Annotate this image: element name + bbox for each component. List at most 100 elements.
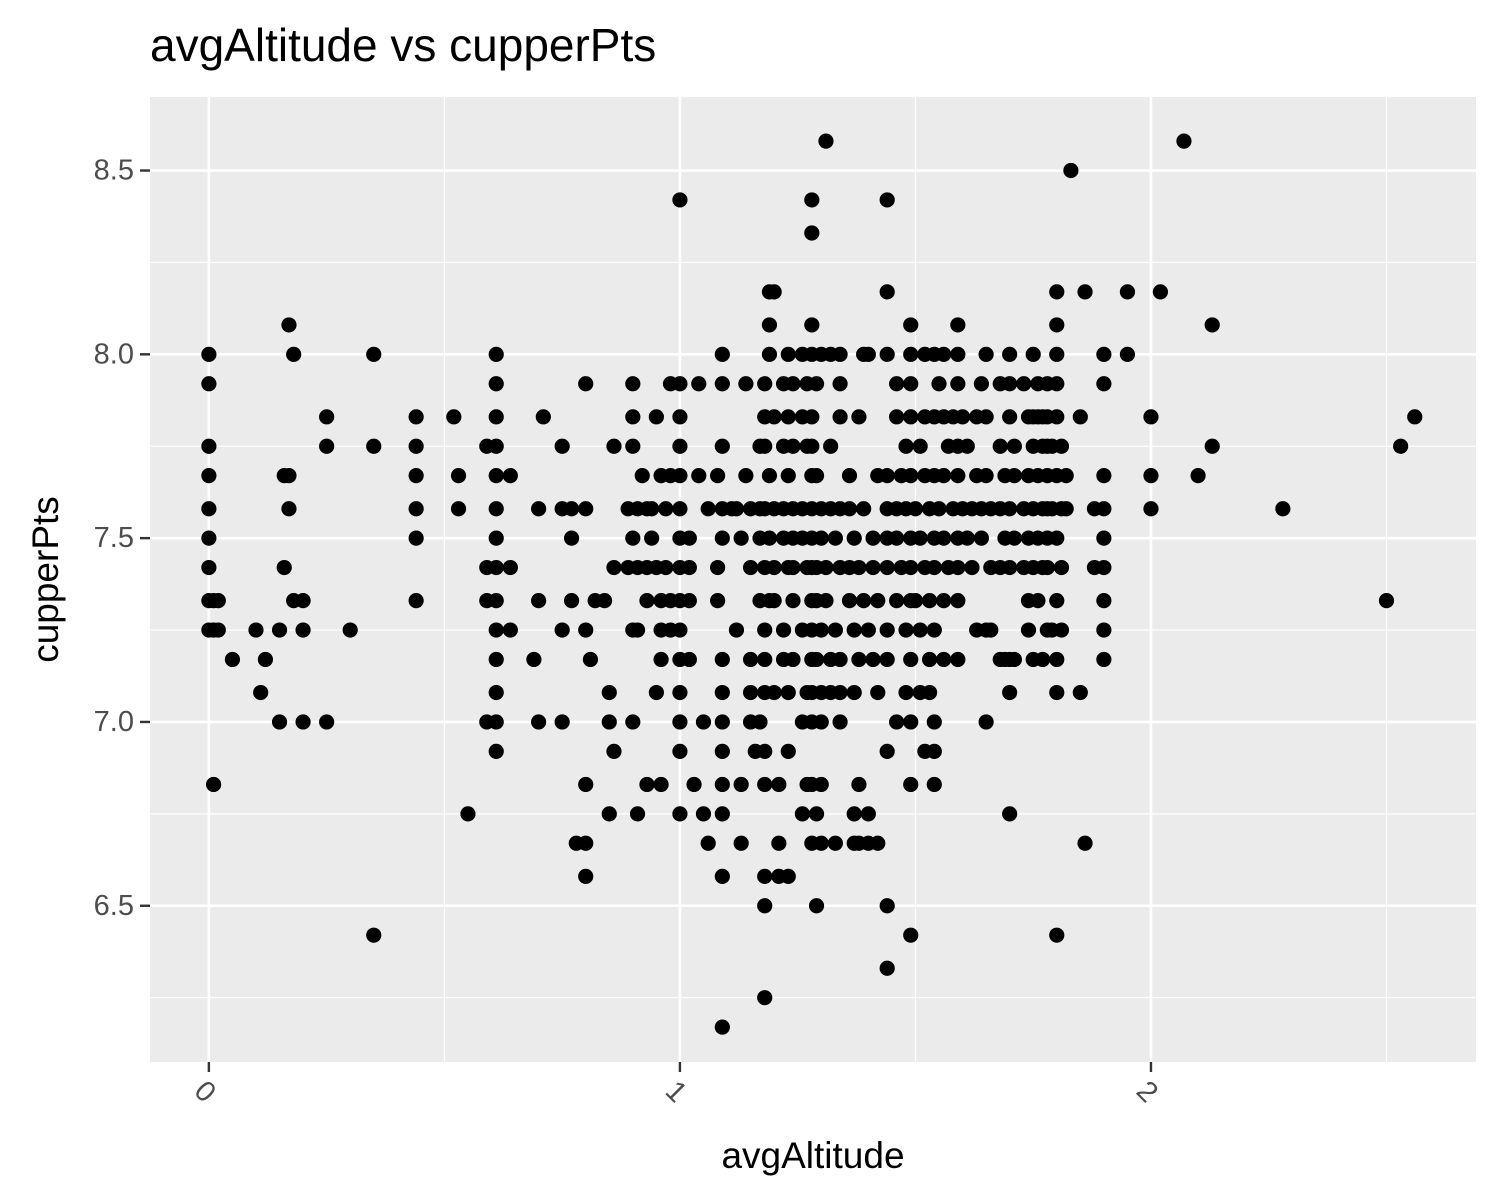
data-point bbox=[870, 593, 886, 609]
data-point bbox=[827, 835, 843, 851]
data-point bbox=[502, 559, 518, 576]
data-point bbox=[672, 409, 688, 425]
data-point bbox=[535, 409, 551, 425]
data-point bbox=[841, 593, 858, 609]
data-point bbox=[950, 559, 966, 576]
data-points bbox=[201, 133, 1423, 1035]
data-point bbox=[1006, 530, 1022, 546]
data-point bbox=[879, 284, 895, 300]
data-point bbox=[808, 651, 825, 668]
data-point bbox=[1020, 622, 1037, 638]
data-point bbox=[710, 593, 726, 609]
data-point bbox=[865, 530, 881, 546]
data-point bbox=[672, 714, 688, 730]
data-point bbox=[672, 468, 688, 484]
data-point bbox=[903, 714, 919, 730]
data-point bbox=[210, 593, 226, 609]
data-point bbox=[903, 651, 919, 668]
data-point bbox=[879, 468, 895, 484]
data-point bbox=[1096, 559, 1112, 576]
data-point bbox=[1025, 346, 1041, 362]
data-point bbox=[860, 622, 876, 638]
data-point bbox=[903, 468, 919, 484]
data-point bbox=[757, 868, 773, 884]
data-point bbox=[771, 776, 787, 793]
data-point bbox=[832, 346, 848, 362]
data-point bbox=[606, 438, 622, 454]
data-point bbox=[714, 868, 730, 884]
data-point bbox=[870, 684, 886, 701]
y-axis-label: cupperPts bbox=[25, 496, 66, 663]
data-point bbox=[738, 468, 754, 484]
data-point bbox=[625, 438, 641, 454]
data-point bbox=[780, 684, 796, 701]
data-point bbox=[804, 438, 820, 454]
data-point bbox=[761, 346, 778, 362]
data-point bbox=[625, 530, 641, 546]
data-point bbox=[634, 468, 650, 484]
data-point bbox=[1006, 468, 1022, 484]
y-tick-label: 8.5 bbox=[94, 155, 134, 187]
data-point bbox=[978, 346, 994, 362]
data-point bbox=[714, 743, 730, 759]
data-point bbox=[766, 684, 782, 701]
data-point bbox=[912, 530, 928, 546]
data-point bbox=[295, 622, 311, 638]
data-point bbox=[281, 317, 297, 333]
data-point bbox=[1072, 684, 1088, 701]
data-point bbox=[408, 501, 424, 517]
data-point bbox=[1039, 559, 1055, 576]
data-point bbox=[342, 622, 358, 638]
y-tick-label: 6.5 bbox=[94, 890, 134, 922]
data-point bbox=[851, 559, 867, 576]
data-point bbox=[832, 409, 848, 425]
data-point bbox=[846, 530, 862, 546]
data-point bbox=[903, 317, 919, 333]
data-point bbox=[936, 346, 952, 362]
data-point bbox=[1204, 438, 1220, 454]
data-point bbox=[554, 622, 570, 638]
data-point bbox=[714, 438, 730, 454]
data-point bbox=[319, 409, 335, 425]
data-point bbox=[912, 622, 928, 638]
data-point bbox=[959, 530, 975, 546]
data-point bbox=[488, 438, 504, 454]
data-point bbox=[921, 593, 938, 609]
data-point bbox=[1049, 927, 1065, 943]
data-point bbox=[281, 501, 297, 517]
data-point bbox=[879, 622, 895, 638]
data-point bbox=[978, 468, 994, 484]
data-point bbox=[936, 593, 952, 609]
data-point bbox=[625, 714, 641, 730]
data-point bbox=[889, 593, 905, 609]
data-point bbox=[502, 622, 518, 638]
data-point bbox=[813, 776, 829, 793]
data-point bbox=[879, 346, 895, 362]
data-point bbox=[271, 622, 288, 638]
data-point bbox=[257, 651, 274, 668]
data-point bbox=[502, 468, 518, 484]
data-point bbox=[1152, 284, 1168, 300]
data-point bbox=[1049, 284, 1065, 300]
data-point bbox=[771, 835, 787, 851]
data-point bbox=[766, 409, 782, 425]
data-point bbox=[1204, 317, 1220, 333]
data-point bbox=[898, 684, 914, 701]
x-tick-label: 1 bbox=[659, 1075, 693, 1109]
data-point bbox=[865, 559, 881, 576]
data-point bbox=[978, 409, 994, 425]
data-point bbox=[757, 743, 773, 759]
data-point bbox=[526, 651, 542, 668]
data-point bbox=[644, 530, 660, 546]
data-point bbox=[780, 868, 796, 884]
data-point bbox=[563, 501, 580, 517]
data-point bbox=[766, 593, 782, 609]
x-tick-label: 2 bbox=[1130, 1075, 1164, 1109]
data-point bbox=[488, 651, 504, 668]
data-point bbox=[912, 438, 928, 454]
data-point bbox=[808, 376, 825, 392]
data-point bbox=[785, 438, 801, 454]
data-point bbox=[1030, 593, 1046, 609]
data-point bbox=[1063, 162, 1079, 179]
